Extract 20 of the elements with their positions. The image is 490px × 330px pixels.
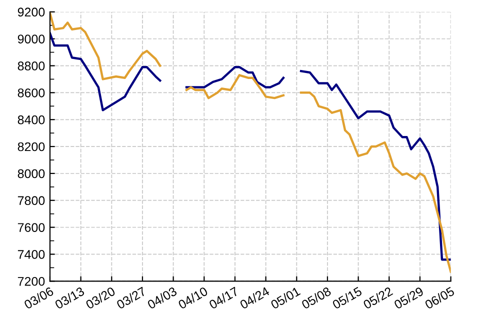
y-tick-label: 8600 (18, 88, 45, 98)
y-tick-label: 8800 (18, 62, 45, 70)
y-tick-label: 8200 (18, 142, 45, 152)
x-tick-label: 05/01 (270, 286, 301, 310)
x-tick-label: 04/03 (146, 286, 178, 310)
x-tick-label: 04/10 (177, 286, 208, 310)
y-tick-label: 7800 (18, 196, 45, 206)
y-tick-label: 9000 (18, 34, 45, 44)
y-tick-label: 7200 (18, 276, 45, 286)
y-tick-label: 7400 (18, 250, 45, 259)
y-tick-label: 9200 (18, 8, 45, 17)
y-tick-label: 8000 (18, 169, 45, 178)
x-tick-label: 05/08 (300, 286, 332, 310)
x-tick-label: 05/29 (393, 286, 424, 310)
x-tick-label: 03/13 (54, 286, 85, 310)
x-tick-label: 03/06 (23, 286, 54, 310)
x-tick-label: 05/22 (362, 286, 394, 310)
y-tick-label: 7600 (18, 223, 45, 232)
y-tick-label: 8400 (18, 115, 45, 124)
x-tick-label: 03/20 (84, 286, 116, 310)
